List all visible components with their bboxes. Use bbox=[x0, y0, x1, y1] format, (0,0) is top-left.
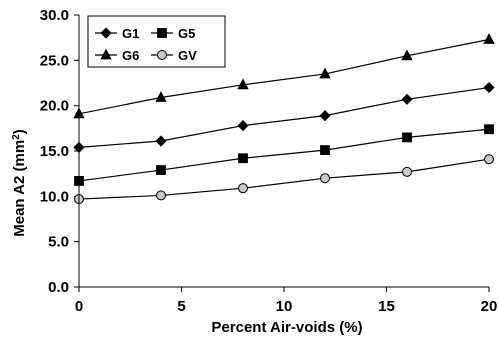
x-tick-label: 10 bbox=[276, 298, 293, 315]
y-axis-ticks: 0.0 5.0 10.0 15.0 20.0 25.0 30.0 bbox=[40, 7, 79, 296]
x-tick-label: 15 bbox=[378, 298, 395, 315]
series-lines bbox=[78, 38, 490, 200]
series-line-gv bbox=[78, 158, 490, 200]
legend-label-g6: G6 bbox=[122, 48, 139, 63]
y-tick-label: 20.0 bbox=[40, 98, 69, 115]
data-point-gv bbox=[484, 154, 494, 165]
series-markers bbox=[73, 33, 495, 205]
legend-label-g1: G1 bbox=[122, 26, 139, 41]
y-axis-title-main: Mean A2 (mm bbox=[11, 140, 28, 237]
data-point-g6 bbox=[401, 49, 413, 61]
data-point-gv bbox=[402, 166, 412, 177]
legend-label-g5: G5 bbox=[178, 26, 195, 41]
data-point-g1 bbox=[155, 135, 167, 147]
y-axis-title: Mean A2 (mm2) bbox=[11, 129, 29, 237]
data-point-g5 bbox=[238, 153, 248, 164]
legend-marker-g1 bbox=[100, 27, 112, 39]
data-point-gv bbox=[320, 173, 330, 184]
x-tick-label: 5 bbox=[177, 298, 185, 315]
data-point-g1 bbox=[237, 120, 249, 132]
legend-marker-gv bbox=[157, 50, 167, 60]
legend-marker-g5 bbox=[157, 28, 167, 38]
x-axis-ticks: 0 5 10 15 20 bbox=[75, 287, 498, 315]
y-axis-title-superscript: 2 bbox=[11, 134, 22, 140]
y-tick-label: 10.0 bbox=[40, 188, 69, 205]
data-point-g6 bbox=[319, 67, 331, 79]
legend: G1 G5 G6 GV bbox=[87, 15, 226, 68]
data-point-g5 bbox=[402, 132, 412, 143]
data-point-g6 bbox=[483, 33, 495, 44]
data-point-g5 bbox=[320, 145, 330, 155]
series-line-g6 bbox=[78, 38, 490, 115]
data-point-g1 bbox=[319, 110, 331, 122]
data-point-gv bbox=[238, 183, 248, 194]
y-tick-label: 5.0 bbox=[48, 234, 69, 251]
data-point-g1 bbox=[483, 81, 495, 94]
y-tick-label: 15.0 bbox=[40, 143, 69, 160]
y-axis-title-close: ) bbox=[11, 129, 28, 134]
legend-label-gv: GV bbox=[178, 48, 197, 63]
data-point-g5 bbox=[484, 124, 494, 135]
y-tick-label: 30.0 bbox=[40, 7, 69, 24]
y-tick-label: 0.0 bbox=[48, 279, 69, 296]
data-point-g6 bbox=[155, 91, 167, 102]
x-tick-label: 20 bbox=[481, 298, 498, 315]
data-point-gv bbox=[156, 190, 166, 201]
x-axis-title: Percent Air-voids (%) bbox=[211, 319, 362, 336]
series-line-g5 bbox=[78, 128, 490, 182]
data-point-g5 bbox=[156, 165, 166, 175]
legend-marker-g6 bbox=[100, 48, 112, 60]
series-line-g1 bbox=[78, 86, 490, 148]
data-point-g6 bbox=[237, 78, 249, 90]
x-tick-label: 0 bbox=[75, 298, 83, 315]
y-tick-label: 25.0 bbox=[40, 52, 69, 69]
data-point-g1 bbox=[401, 93, 413, 105]
